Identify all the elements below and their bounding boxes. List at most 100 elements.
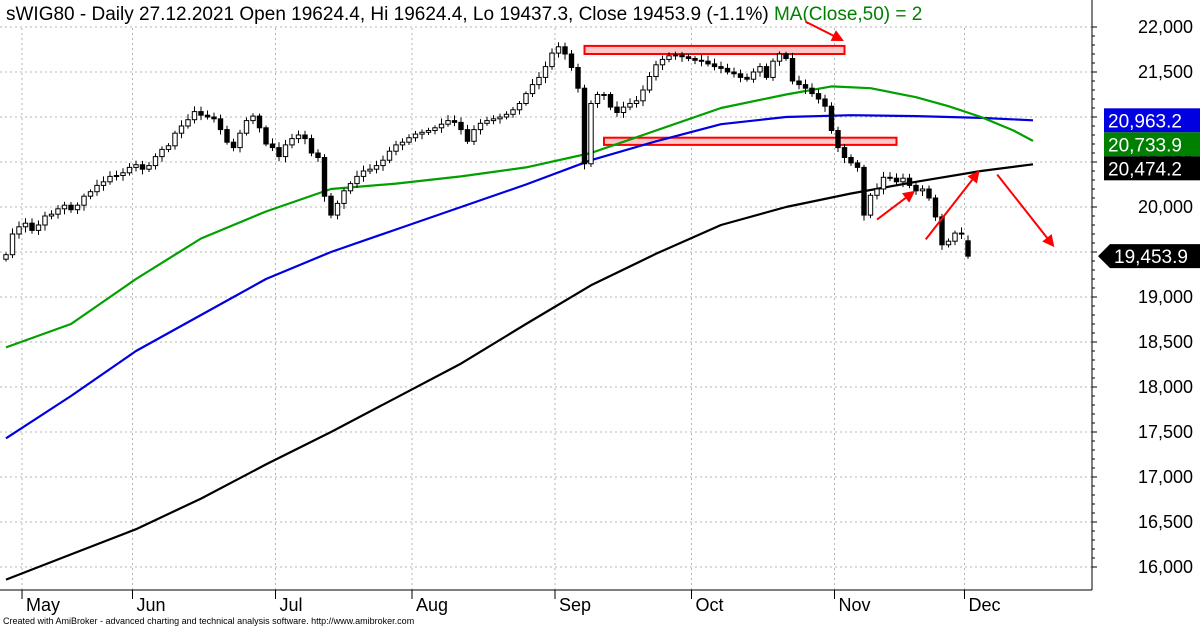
candle-body xyxy=(796,80,802,86)
resistance-zone xyxy=(603,136,898,146)
candle-body xyxy=(107,175,113,183)
candle-body xyxy=(126,166,133,174)
candle-body xyxy=(237,132,243,149)
candle-body xyxy=(217,118,224,131)
value-label-ma100: 20,963.2 xyxy=(1108,111,1182,132)
candle-body xyxy=(828,105,835,131)
candle-body xyxy=(581,87,588,165)
candle-body xyxy=(9,233,16,256)
candle-body xyxy=(646,76,653,91)
axes xyxy=(0,0,1093,591)
candle-body xyxy=(685,56,692,60)
candle-body xyxy=(178,125,185,134)
ma200-line xyxy=(5,163,1034,581)
candle-body xyxy=(477,122,484,131)
candle-body xyxy=(705,60,711,65)
y-tick-label: 18,000 xyxy=(1138,377,1193,397)
candle-body xyxy=(230,141,237,149)
value-badge-ma50 xyxy=(1104,132,1200,157)
candle-body xyxy=(458,121,464,131)
candle-body xyxy=(445,120,451,125)
candle-body xyxy=(380,159,386,167)
candle-body xyxy=(334,202,341,216)
candle-body xyxy=(321,157,328,197)
candle-body xyxy=(438,123,445,129)
footer-credit: Created with AmiBroker - advanced charti… xyxy=(3,616,415,626)
candle-body xyxy=(757,66,763,73)
candle-body xyxy=(503,113,510,118)
candle-body xyxy=(74,204,81,211)
y-tick-label: 16,000 xyxy=(1138,557,1193,577)
candle-body xyxy=(653,64,659,78)
candle-body xyxy=(549,52,555,68)
open-value: 19624.4 xyxy=(291,4,360,25)
candle-body xyxy=(399,141,406,146)
candle-body xyxy=(191,111,198,121)
candle-body xyxy=(393,144,399,152)
candle-body xyxy=(737,73,744,78)
candle-body xyxy=(763,66,770,78)
candle-body xyxy=(484,120,490,124)
value-label-close: 19,453.9 xyxy=(1114,247,1188,268)
candle-body xyxy=(35,224,42,231)
candle-body xyxy=(698,59,705,62)
candle-body xyxy=(100,181,107,186)
candle-body xyxy=(627,103,633,108)
candle-body xyxy=(932,197,939,218)
candle-body xyxy=(718,66,724,69)
candle-body xyxy=(185,119,191,127)
x-tick-label: Dec xyxy=(969,595,1001,615)
red-arrow xyxy=(805,20,844,41)
candle-body xyxy=(3,254,9,260)
candle-body xyxy=(575,67,581,89)
low-value: 19437.3 xyxy=(499,4,569,25)
candle-body xyxy=(302,134,308,140)
candle-body xyxy=(497,116,503,120)
candle-body xyxy=(419,131,425,135)
candle-body xyxy=(562,46,568,55)
candle-body xyxy=(867,194,874,216)
y-axis-ticks: 16,000 16,500 17,000 17,500 18,000 18,500 19,0… xyxy=(1092,17,1193,577)
candle-body xyxy=(841,147,848,159)
y-tick-label: 17,500 xyxy=(1138,422,1193,442)
y-tick-label: 19,000 xyxy=(1138,287,1193,307)
interval: Daily xyxy=(91,4,134,25)
candle-body xyxy=(926,188,932,199)
candle-body xyxy=(900,177,906,183)
candle-body xyxy=(919,188,926,192)
x-tick-label: May xyxy=(26,595,60,615)
candle-body xyxy=(744,76,750,80)
x-tick-label: Nov xyxy=(839,595,871,615)
candle-body xyxy=(692,58,698,61)
candle-body xyxy=(809,87,815,95)
candle-body xyxy=(94,184,100,193)
candle-body xyxy=(958,232,965,235)
candle-body xyxy=(204,114,211,118)
candle-body xyxy=(536,76,542,86)
candle-body xyxy=(152,156,159,167)
y-tick-label: 22,000 xyxy=(1138,17,1193,37)
candle-body xyxy=(750,71,757,80)
candle-body xyxy=(282,144,289,158)
candle-body xyxy=(614,106,620,113)
chart-title: sWIG80 - Daily 27.12.2021 Open 19624.4, … xyxy=(6,4,923,25)
candle-body xyxy=(887,176,893,179)
candle-body xyxy=(367,168,373,172)
candle-body xyxy=(87,191,94,197)
candle-body xyxy=(360,170,367,177)
candle-body xyxy=(269,143,276,149)
candle-body xyxy=(776,53,783,62)
resistance-zone xyxy=(583,44,846,56)
x-tick-label: Aug xyxy=(416,595,448,615)
candle-body xyxy=(711,63,718,68)
candle-body xyxy=(172,132,178,147)
ma100-line xyxy=(5,114,1034,440)
value-label-ma200: 20,474.2 xyxy=(1108,159,1182,180)
open-label: Open xyxy=(239,4,286,25)
candle-body xyxy=(289,138,295,146)
candle-body xyxy=(295,134,302,140)
candle-body xyxy=(679,54,685,58)
candle-body xyxy=(542,66,549,78)
candle-body xyxy=(601,94,607,96)
